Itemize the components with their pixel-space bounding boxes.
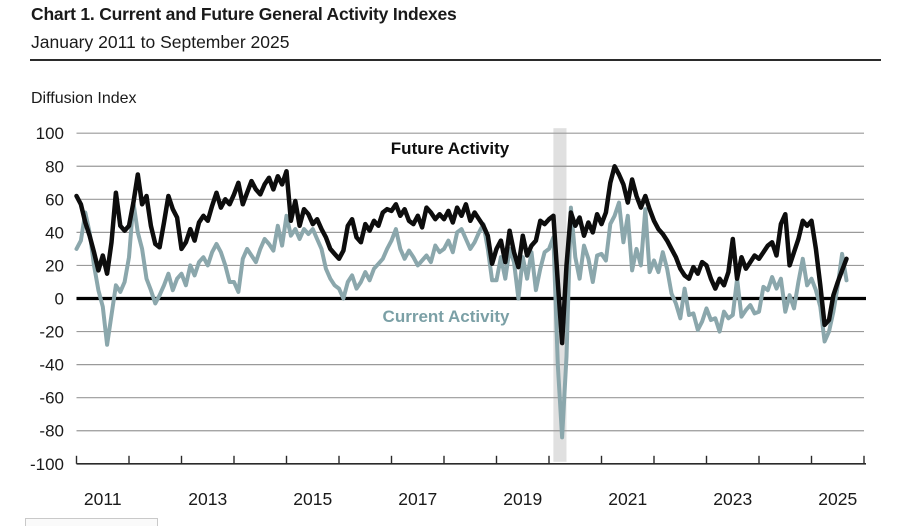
y-tick-label: 20 bbox=[45, 256, 64, 275]
y-tick-label: 100 bbox=[36, 124, 64, 143]
y-axis-unit-label: Diffusion Index bbox=[31, 90, 137, 107]
y-tick-label: -100 bbox=[30, 455, 64, 474]
x-tick-label: 2017 bbox=[398, 489, 437, 509]
x-tick-label: 2019 bbox=[503, 489, 542, 509]
y-tick-label: -80 bbox=[39, 422, 64, 441]
current-activity-line bbox=[74, 200, 849, 440]
y-tick-label: -40 bbox=[39, 356, 64, 375]
y-tick-label: 60 bbox=[45, 190, 64, 209]
x-tick-label: 2013 bbox=[188, 489, 227, 509]
x-tick-label: 2021 bbox=[608, 489, 647, 509]
cropped-edge-element bbox=[25, 518, 158, 526]
y-tick-label: -60 bbox=[39, 389, 64, 408]
x-tick-label: 2023 bbox=[713, 489, 752, 509]
header-divider bbox=[30, 59, 881, 61]
x-tick-label: 2015 bbox=[293, 489, 332, 509]
chart-title: Chart 1. Current and Future General Acti… bbox=[31, 4, 457, 24]
current-activity-series-label: Current Activity bbox=[382, 307, 510, 326]
y-tick-label: 40 bbox=[45, 223, 64, 242]
y-tick-label: -20 bbox=[39, 323, 64, 342]
future-activity-series-label: Future Activity bbox=[390, 139, 510, 158]
chart-subtitle: January 2011 to September 2025 bbox=[31, 32, 290, 52]
y-tick-label: 80 bbox=[45, 157, 64, 176]
x-tick-label: 2025 bbox=[818, 489, 857, 509]
future-activity-line bbox=[74, 164, 849, 346]
y-tick-label: 0 bbox=[55, 290, 64, 309]
x-tick-label: 2011 bbox=[84, 489, 122, 509]
